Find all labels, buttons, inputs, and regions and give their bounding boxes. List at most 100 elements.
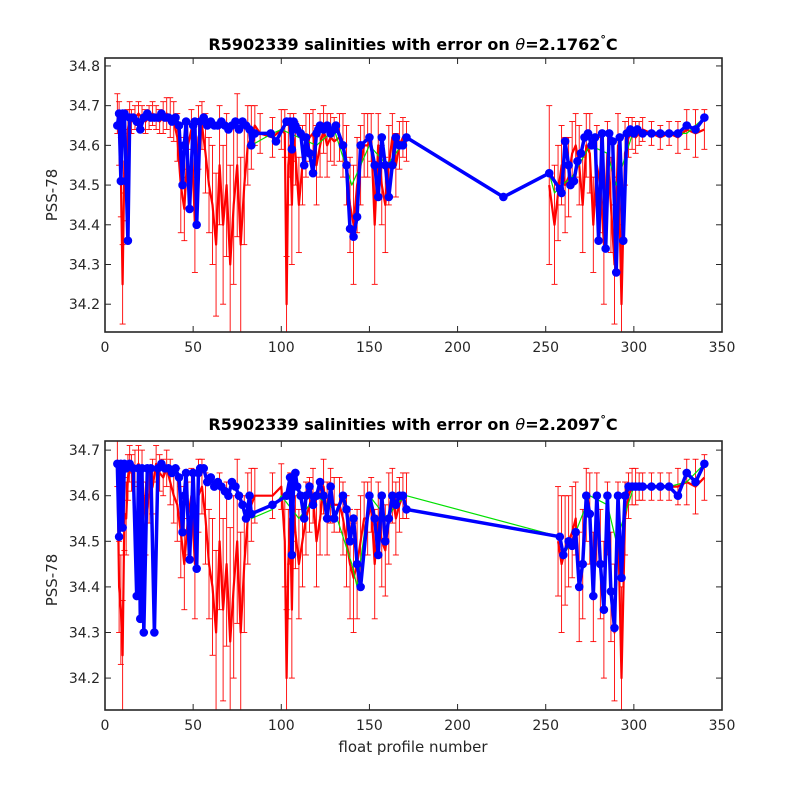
axes-frame-bottom	[104, 440, 723, 711]
data-point	[380, 160, 390, 170]
chart-panel-bottom: R5902339 salinities with error on θ=2.20…	[43, 413, 736, 756]
data-point	[150, 628, 159, 637]
data-point	[349, 514, 358, 523]
data-point	[234, 125, 244, 134]
data-point	[266, 129, 276, 138]
data-point	[604, 129, 614, 138]
data-point	[113, 121, 122, 130]
data-point	[338, 141, 348, 150]
data-point	[388, 160, 397, 170]
data-point	[567, 541, 577, 551]
data-point	[370, 160, 380, 170]
data-point	[673, 129, 683, 138]
data-point	[587, 141, 596, 150]
data-point	[590, 133, 600, 142]
data-point	[365, 133, 374, 142]
chart-title-bottom: R5902339 salinities with error on θ=2.20…	[208, 413, 617, 434]
data-point	[596, 559, 605, 569]
x-tick-label: 0	[101, 718, 110, 734]
data-point	[192, 220, 201, 230]
x-tick-label: 0	[101, 340, 110, 356]
data-point	[326, 482, 335, 491]
y-tick-label: 34.8	[69, 59, 100, 75]
data-point	[174, 121, 184, 130]
x-tick-label: 300	[620, 340, 647, 356]
data-point	[139, 628, 149, 637]
x-tick-label: 250	[532, 718, 559, 734]
y-tick-label: 34.7	[69, 99, 100, 115]
data-point	[287, 550, 297, 560]
data-point	[185, 555, 194, 564]
y-tick-label: 34.3	[69, 257, 100, 273]
data-point	[308, 168, 318, 178]
data-point	[132, 591, 142, 601]
data-point	[398, 491, 408, 501]
data-point	[664, 129, 674, 138]
data-point	[682, 121, 692, 130]
x-tick-label: 100	[268, 718, 295, 734]
data-point	[569, 176, 579, 186]
y-tick-label: 34.4	[69, 580, 100, 596]
plot-area-top: 0 50 100 150 200 250 300 350 34.2 34.3 34.4 34.5 34.…	[69, 57, 735, 356]
data-point	[391, 133, 401, 142]
data-point	[373, 192, 383, 202]
y-tick-label: 34.5	[69, 534, 100, 550]
data-point	[135, 125, 145, 134]
data-point	[301, 133, 311, 142]
data-point	[365, 491, 374, 501]
data-point	[557, 188, 566, 198]
data-point	[171, 113, 180, 122]
data-point	[594, 236, 603, 245]
data-point	[377, 491, 387, 501]
x-axis-label-bottom: float profile number	[338, 738, 488, 756]
data-point	[618, 236, 628, 245]
data-point	[329, 514, 339, 523]
data-point	[312, 491, 321, 501]
data-point	[664, 482, 674, 491]
data-point	[234, 491, 244, 501]
data-point	[581, 491, 591, 501]
data-point	[305, 149, 314, 158]
data-point	[356, 141, 365, 150]
data-point	[118, 523, 127, 532]
data-point	[114, 532, 124, 542]
data-point	[322, 121, 332, 130]
data-point	[135, 614, 145, 624]
y-tick-label: 34.2	[69, 297, 100, 313]
data-point	[178, 527, 187, 537]
data-point	[592, 491, 602, 501]
data-point	[146, 464, 156, 473]
data-point	[338, 491, 348, 501]
data-point	[250, 129, 260, 138]
data-point	[388, 491, 397, 501]
data-point	[617, 573, 626, 583]
data-point	[589, 591, 598, 601]
data-point	[384, 514, 394, 523]
y-axis-label-top: PSS-78	[43, 169, 61, 222]
data-point	[544, 168, 554, 178]
y-tick-label: 34.6	[69, 138, 100, 154]
data-point	[682, 468, 692, 478]
data-point	[291, 468, 300, 478]
data-point	[613, 491, 623, 501]
data-point	[342, 160, 351, 170]
data-point	[301, 491, 311, 501]
data-point	[555, 532, 565, 542]
data-point	[178, 180, 187, 190]
axes-frame-top	[104, 57, 723, 333]
data-point	[615, 133, 625, 142]
x-tick-label: 150	[356, 340, 383, 356]
data-point	[331, 121, 341, 130]
data-point	[673, 491, 683, 501]
x-tick-label: 350	[709, 718, 736, 734]
data-point	[559, 550, 568, 560]
data-point	[356, 582, 365, 592]
data-point	[564, 160, 573, 170]
data-point	[402, 133, 411, 142]
x-tick-label: 100	[268, 340, 295, 356]
data-point	[576, 149, 586, 158]
x-tick-label: 250	[532, 340, 559, 356]
data-point	[315, 477, 325, 487]
data-point	[352, 212, 362, 222]
